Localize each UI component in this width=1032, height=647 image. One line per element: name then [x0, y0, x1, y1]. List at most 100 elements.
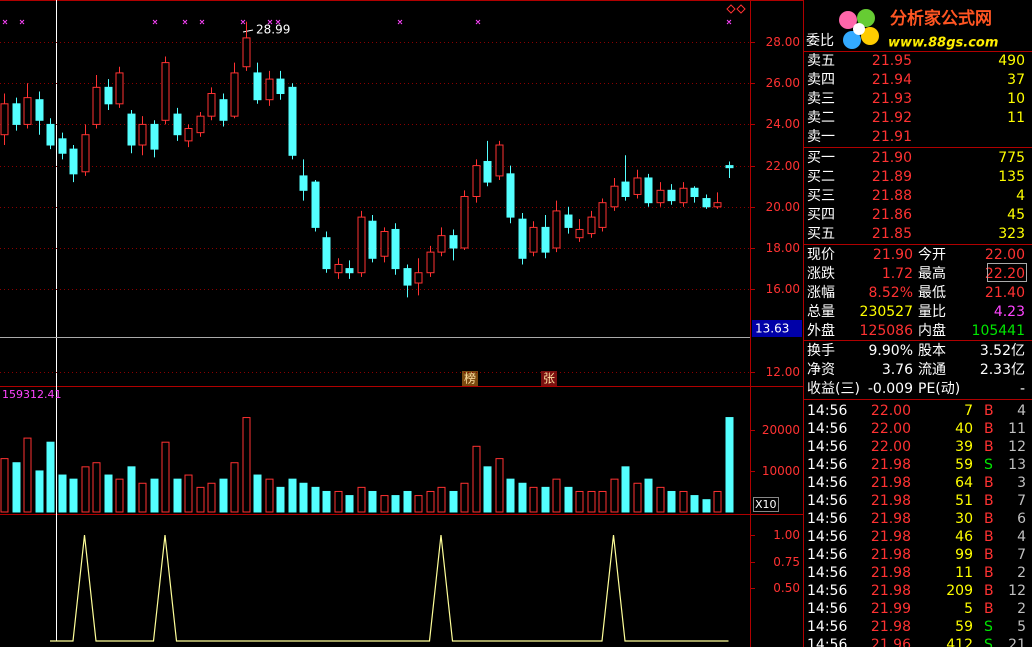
- volume-bar: [541, 486, 550, 513]
- order-price: 21.94: [872, 72, 912, 88]
- candle-body: [81, 134, 90, 173]
- trade-time: 14:56: [807, 601, 847, 617]
- order-label: 买三: [807, 188, 835, 204]
- candle-body: [115, 72, 124, 105]
- order-volume: 490: [998, 53, 1025, 69]
- stat-label: 涨幅: [807, 285, 835, 301]
- order-price: 21.93: [872, 91, 912, 107]
- trade-price: 21.99: [871, 601, 911, 617]
- volume-bar: [207, 482, 216, 513]
- trade-side: B: [984, 601, 994, 617]
- trade-side: B: [984, 511, 994, 527]
- candle-body: [276, 78, 285, 95]
- stat-label: 涨跌: [807, 266, 835, 282]
- stat-value: 3.76: [882, 362, 913, 378]
- candle-body: [322, 237, 331, 270]
- volume-bar: [138, 482, 147, 513]
- trade-price: 22.00: [871, 421, 911, 437]
- stat-label: 净资: [807, 362, 835, 378]
- trade-price: 21.98: [871, 475, 911, 491]
- stat-label: 收益(三): [807, 381, 860, 397]
- candle-body: [621, 181, 630, 198]
- candle-body: [161, 62, 170, 121]
- stat-label: 今开: [918, 247, 946, 263]
- candle-body: [357, 216, 366, 274]
- candle-body: [288, 86, 297, 156]
- logo-petal: [843, 31, 861, 49]
- event-tag: 张: [543, 372, 555, 386]
- order-price: 21.90: [872, 150, 912, 166]
- trade-time: 14:56: [807, 493, 847, 509]
- trade-price: 21.96: [871, 637, 911, 647]
- trade-side: B: [984, 403, 994, 419]
- logo-petal: [861, 27, 879, 45]
- trade-time: 14:56: [807, 475, 847, 491]
- volume-bar: [81, 466, 90, 513]
- tag-box: [462, 371, 478, 386]
- trade-volume: 30: [955, 511, 973, 527]
- candle-body: [690, 187, 699, 198]
- logo-name: 分析家公式网: [890, 8, 992, 29]
- candle-body: [426, 251, 435, 274]
- volume-bar: [46, 441, 55, 513]
- trade-count: 4: [1017, 529, 1026, 545]
- volume-bar: [69, 478, 78, 513]
- volume-bar: [265, 478, 274, 513]
- order-label: 买五: [807, 226, 835, 242]
- stat-value: 125086: [860, 323, 914, 339]
- volume-bar: [311, 486, 320, 513]
- trade-volume: 39: [955, 439, 973, 455]
- stat-label: 最低: [918, 285, 946, 301]
- candle-body: [403, 268, 412, 286]
- candle-body: [173, 113, 182, 136]
- y-tick-label: 20000: [762, 423, 800, 437]
- y-tick-label: 28.00: [766, 35, 800, 49]
- candle-body: [207, 93, 216, 117]
- y-tick-label: 10000: [762, 464, 800, 478]
- volume-bar: [449, 490, 458, 513]
- volume-bar: [587, 490, 596, 513]
- candle-body: [552, 210, 561, 249]
- y-tick-label: 0.75: [773, 555, 800, 569]
- trade-volume: 59: [955, 619, 973, 635]
- volume-bar: [23, 437, 32, 513]
- stat-label: 量比: [918, 304, 946, 320]
- trade-time: 14:56: [807, 637, 847, 647]
- order-volume: 135: [998, 169, 1025, 185]
- trade-volume: 46: [955, 529, 973, 545]
- candle-body: [414, 272, 423, 284]
- high-label: 28.99: [256, 23, 290, 37]
- volume-bar: [495, 458, 504, 513]
- trade-count: 2: [1017, 565, 1026, 581]
- trade-time: 14:56: [807, 529, 847, 545]
- trade-count: 2: [1017, 601, 1026, 617]
- trade-count: 5: [1017, 619, 1026, 635]
- volume-bar: [242, 417, 251, 513]
- trade-price: 21.98: [871, 457, 911, 473]
- y-tick-label: 16.00: [766, 282, 800, 296]
- trade-price: 22.00: [871, 403, 911, 419]
- order-volume: 323: [998, 226, 1025, 242]
- volume-bar: [725, 417, 734, 513]
- volume-bar: [506, 478, 515, 513]
- volume-bar: [322, 490, 331, 513]
- trade-price: 21.98: [871, 493, 911, 509]
- candle-body: [656, 189, 665, 204]
- stat-value: 9.90%: [869, 343, 913, 359]
- candle-body: [679, 187, 688, 204]
- stat-label: 现价: [807, 247, 835, 263]
- candle-body: [230, 72, 239, 117]
- order-label: 买一: [807, 150, 835, 166]
- stat-label: PE(动): [918, 381, 960, 397]
- stat-value: 21.90: [873, 247, 913, 263]
- trade-price: 21.98: [871, 511, 911, 527]
- marker-crosses: [2, 19, 732, 25]
- candle-body: [644, 177, 653, 204]
- trade-price: 22.00: [871, 439, 911, 455]
- candle-body: [437, 235, 446, 253]
- candle-body: [598, 202, 607, 228]
- order-price: 21.88: [872, 188, 912, 204]
- volume-bar: [115, 478, 124, 513]
- trade-count: 13: [1008, 457, 1026, 473]
